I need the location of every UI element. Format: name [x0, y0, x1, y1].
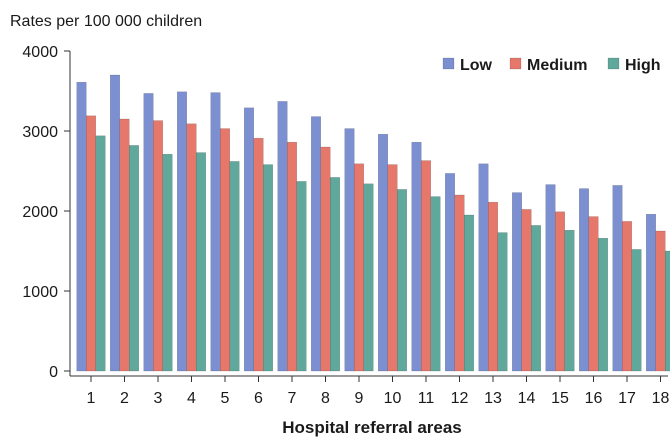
bar-medium-16	[588, 216, 599, 372]
bar-high-12	[464, 214, 474, 372]
bar-low-13	[478, 163, 489, 372]
bar-low-10	[378, 133, 388, 372]
bar-low-4	[177, 91, 187, 372]
x-tick-label: 9	[355, 390, 364, 407]
bar-low-3	[143, 93, 154, 372]
x-tick-label: 5	[221, 390, 230, 407]
bar-low-9	[344, 128, 355, 372]
bar-high-13	[497, 232, 508, 372]
y-axis: 0 1000 2000 3000 4000	[22, 44, 71, 381]
bar-high-14	[531, 225, 541, 372]
bar-medium-9	[354, 163, 364, 372]
bar-low-5	[210, 92, 221, 372]
bar-low-2	[110, 74, 120, 372]
bar-low-6	[244, 107, 254, 372]
bar-high-5	[229, 161, 240, 372]
bar-low-17	[612, 185, 623, 372]
legend-swatch-high	[607, 57, 620, 70]
bar-low-7	[277, 101, 288, 372]
x-tick-label: 4	[187, 390, 196, 407]
legend-label-medium: Medium	[527, 57, 587, 74]
x-tick-label: 12	[451, 390, 469, 407]
bar-high-8	[330, 177, 340, 372]
bar-high-6	[263, 164, 273, 372]
x-tick-label: 11	[418, 390, 435, 407]
x-tick-label: 15	[551, 390, 569, 407]
bar-medium-18	[655, 230, 666, 372]
bar-low-16	[579, 188, 589, 372]
x-tick-label: 2	[120, 390, 129, 407]
legend: Low Medium High	[442, 57, 661, 74]
legend-swatch-medium	[509, 57, 522, 70]
bar-medium-17	[622, 221, 632, 372]
x-tick-label: 8	[321, 390, 330, 407]
bar-low-18	[646, 213, 656, 372]
x-axis-title: Hospital referral areas	[282, 418, 462, 437]
bar-medium-5	[220, 128, 230, 372]
bar-high-16	[598, 237, 608, 372]
y-axis-title: Rates per 100 000 children	[10, 13, 202, 30]
legend-label-high: High	[625, 57, 661, 74]
bar-high-9	[363, 183, 374, 372]
bar-medium-12	[454, 194, 465, 372]
x-tick-label: 16	[585, 390, 603, 407]
bar-low-12	[445, 173, 455, 372]
x-tick-label: 17	[618, 390, 636, 407]
x-axis: 1 2 3 4 5 6 7 8 9 10 11 12 13 14 15 16 17 18	[70, 375, 670, 407]
bar-medium-8	[320, 146, 331, 372]
y-tick-label: 2000	[22, 204, 58, 221]
bar-high-1	[95, 135, 106, 372]
bar-high-15	[564, 229, 575, 372]
bar-low-8	[311, 116, 321, 372]
bar-high-4	[196, 152, 206, 372]
bar-medium-2	[119, 118, 130, 372]
bars	[76, 74, 670, 372]
y-tick-label: 1000	[22, 284, 58, 301]
y-tick-label: 3000	[22, 124, 58, 141]
bar-high-18	[665, 250, 670, 372]
bar-low-11	[411, 141, 422, 372]
bar-high-3	[162, 153, 173, 372]
bar-high-11	[430, 196, 441, 372]
x-tick-label: 10	[384, 390, 402, 407]
x-tick-label: 13	[484, 390, 502, 407]
x-tick-label: 14	[518, 390, 536, 407]
bar-medium-4	[186, 123, 197, 372]
legend-swatch-low	[442, 57, 455, 70]
bar-low-15	[545, 184, 556, 372]
legend-label-low: Low	[460, 57, 493, 74]
bar-medium-14	[521, 209, 532, 372]
x-tick-label: 6	[254, 390, 263, 407]
y-tick-label: 4000	[22, 44, 58, 61]
bar-high-7	[296, 181, 307, 372]
y-tick-label: 0	[49, 364, 58, 381]
bar-medium-1	[86, 115, 96, 372]
bar-low-14	[512, 192, 522, 372]
bar-medium-3	[153, 120, 163, 372]
x-tick-label: 7	[288, 390, 297, 407]
bar-medium-6	[253, 137, 264, 372]
bar-high-17	[631, 249, 642, 372]
x-tick-label: 3	[154, 390, 163, 407]
x-tick-label: 1	[87, 390, 96, 407]
bar-medium-7	[287, 141, 297, 372]
bar-medium-10	[387, 164, 398, 372]
x-tick-label: 18	[652, 390, 670, 407]
bar-medium-15	[555, 211, 565, 372]
bar-medium-11	[421, 160, 431, 372]
bar-medium-13	[488, 201, 498, 372]
bar-high-2	[129, 145, 139, 372]
bar-high-10	[397, 189, 407, 372]
bar-low-1	[76, 81, 87, 372]
